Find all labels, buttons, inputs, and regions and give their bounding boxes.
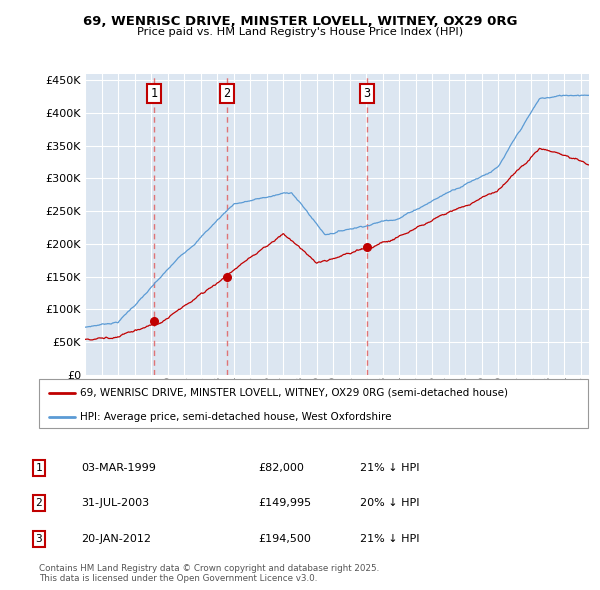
Text: 3: 3 [364, 87, 371, 100]
Text: 2: 2 [35, 499, 43, 508]
Text: HPI: Average price, semi-detached house, West Oxfordshire: HPI: Average price, semi-detached house,… [80, 412, 392, 422]
Text: 21% ↓ HPI: 21% ↓ HPI [360, 534, 419, 543]
Text: £82,000: £82,000 [258, 463, 304, 473]
Text: 1: 1 [35, 463, 43, 473]
Text: 20-JAN-2012: 20-JAN-2012 [81, 534, 151, 543]
Text: £194,500: £194,500 [258, 534, 311, 543]
Text: 3: 3 [35, 534, 43, 543]
Text: 2: 2 [223, 87, 230, 100]
Text: 69, WENRISC DRIVE, MINSTER LOVELL, WITNEY, OX29 0RG (semi-detached house): 69, WENRISC DRIVE, MINSTER LOVELL, WITNE… [80, 388, 508, 398]
Text: 03-MAR-1999: 03-MAR-1999 [81, 463, 156, 473]
Text: Contains HM Land Registry data © Crown copyright and database right 2025.
This d: Contains HM Land Registry data © Crown c… [39, 563, 379, 583]
Text: 69, WENRISC DRIVE, MINSTER LOVELL, WITNEY, OX29 0RG: 69, WENRISC DRIVE, MINSTER LOVELL, WITNE… [83, 15, 517, 28]
FancyBboxPatch shape [39, 379, 588, 428]
Text: Price paid vs. HM Land Registry's House Price Index (HPI): Price paid vs. HM Land Registry's House … [137, 27, 463, 37]
Text: 1: 1 [151, 87, 158, 100]
Text: 21% ↓ HPI: 21% ↓ HPI [360, 463, 419, 473]
Text: 20% ↓ HPI: 20% ↓ HPI [360, 499, 419, 508]
Text: £149,995: £149,995 [258, 499, 311, 508]
Text: 31-JUL-2003: 31-JUL-2003 [81, 499, 149, 508]
